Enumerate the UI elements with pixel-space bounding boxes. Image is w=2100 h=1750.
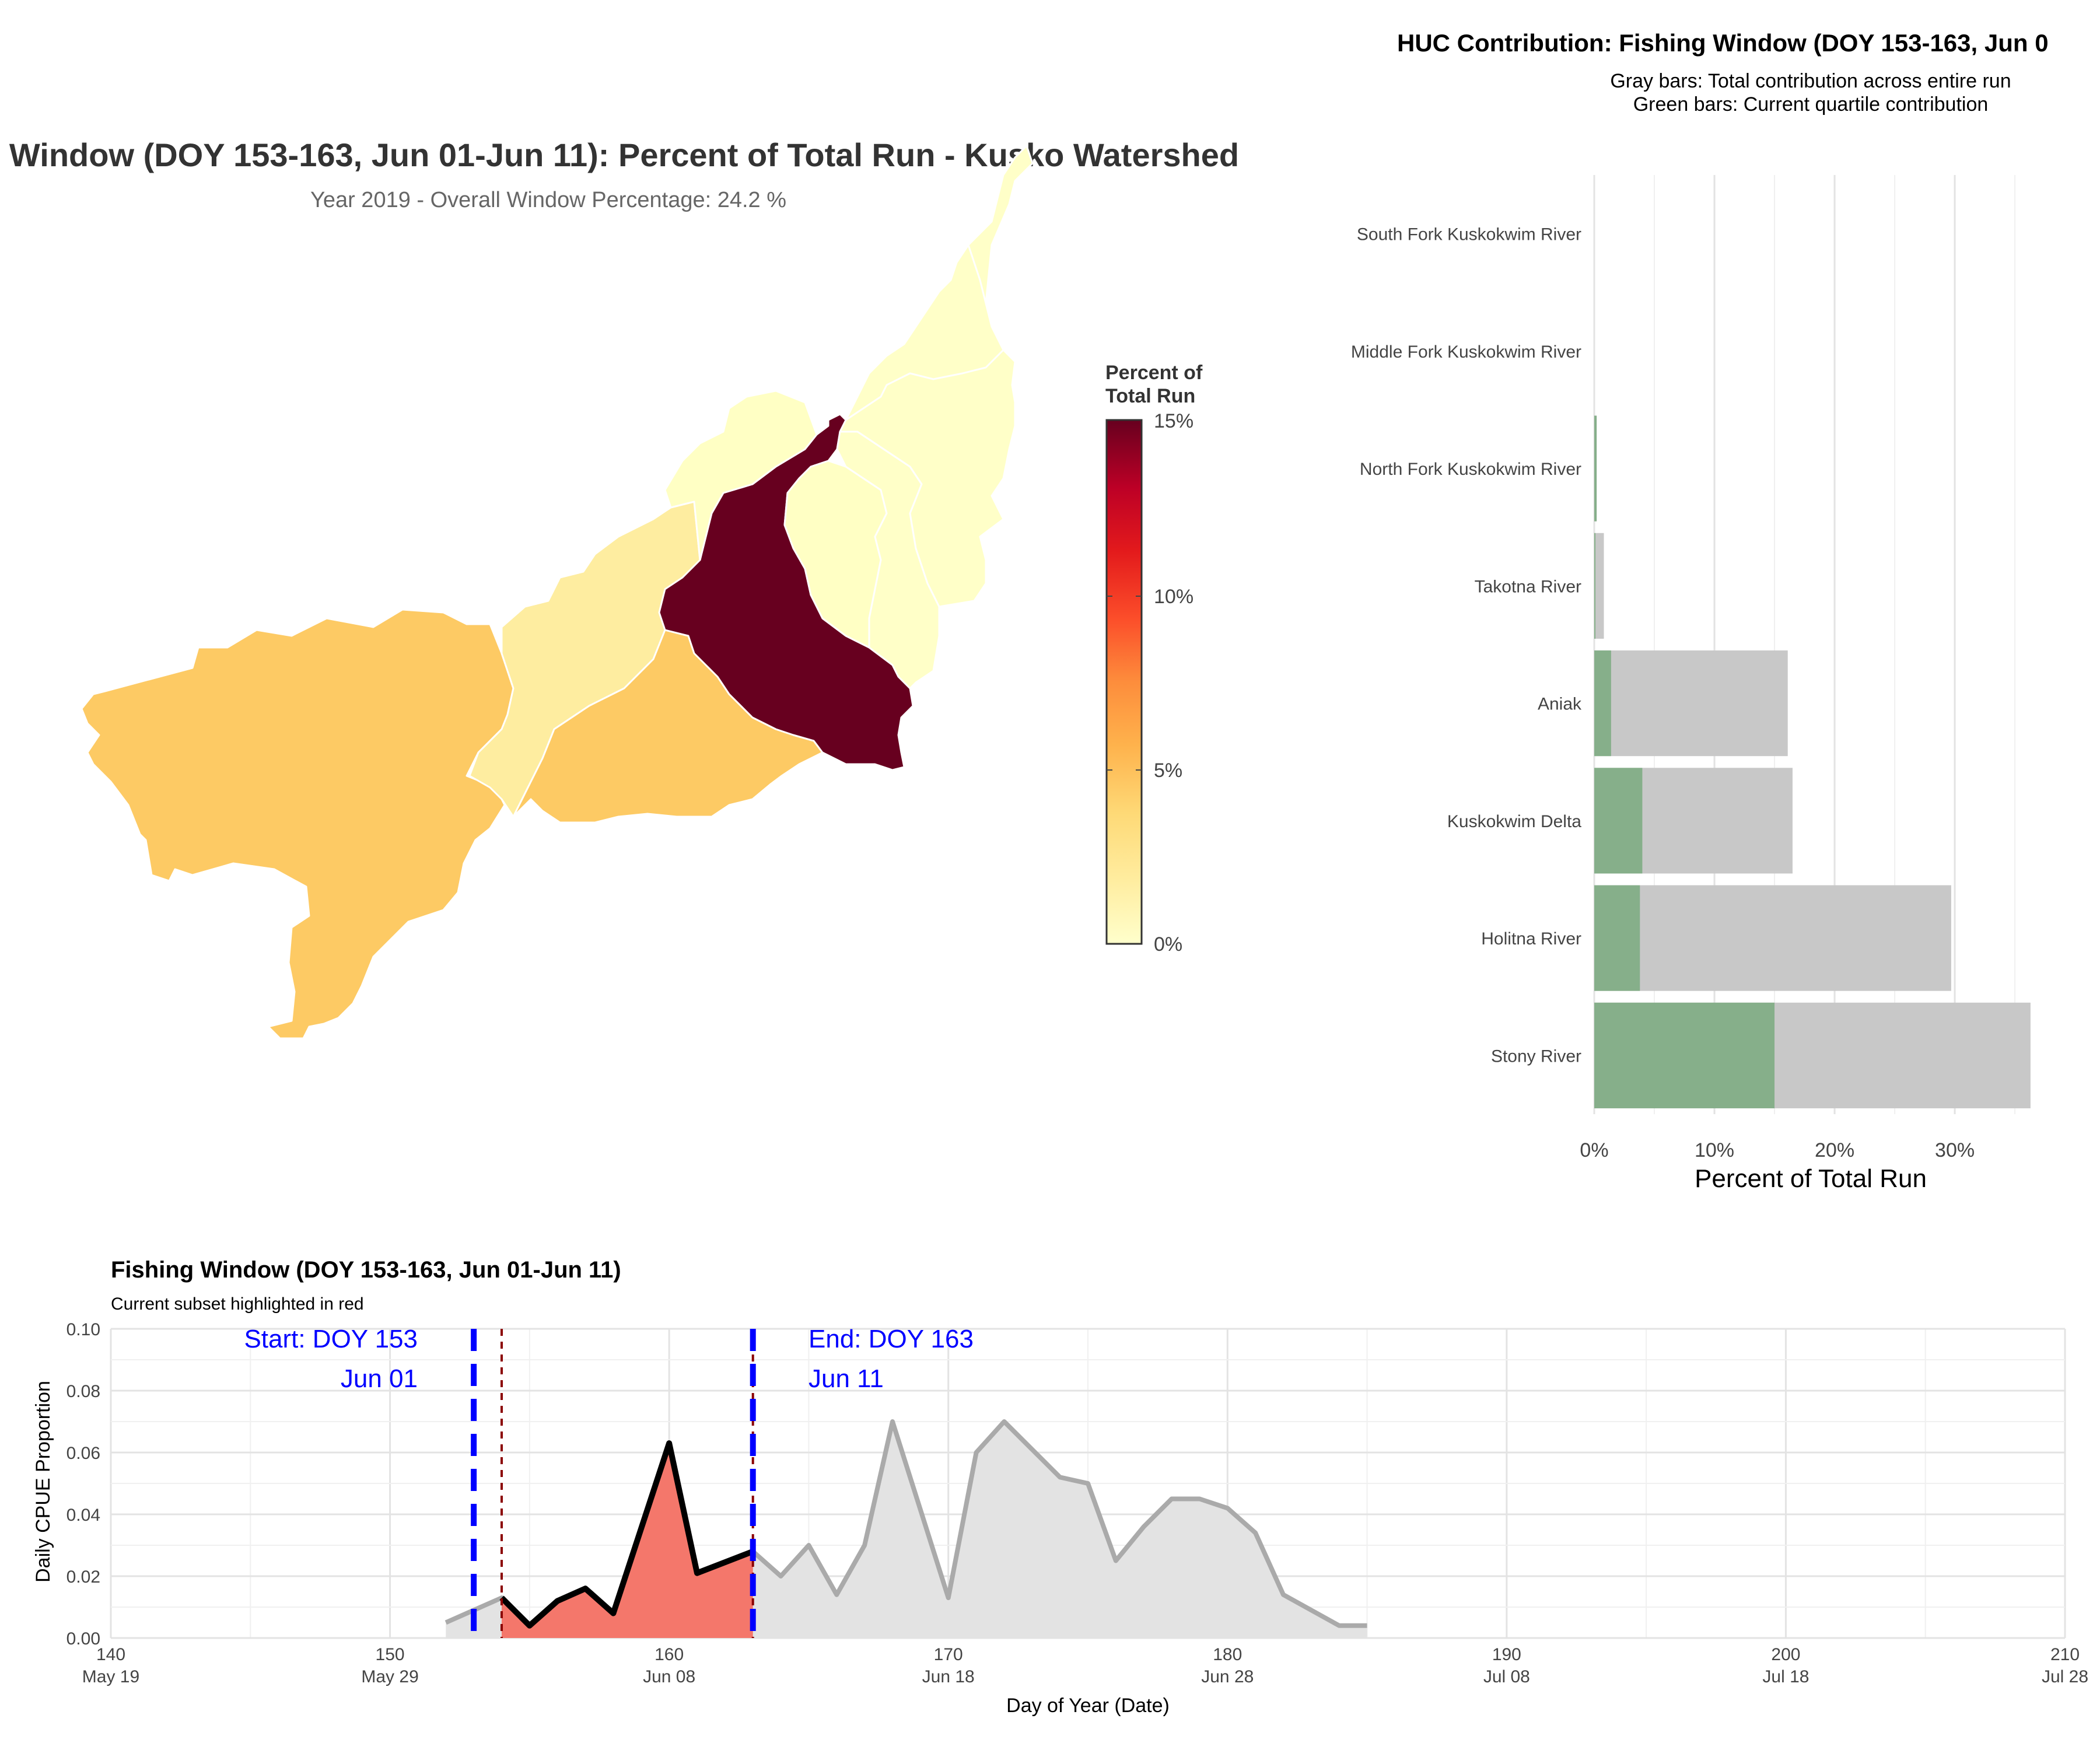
bar-total <box>1594 533 1604 639</box>
line-x-axis-label: Day of Year (Date) <box>1006 1695 1170 1717</box>
bar-current <box>1594 885 1640 991</box>
line-x-tick-doy: 170 <box>934 1645 963 1664</box>
bar-current <box>1594 650 1611 757</box>
line-x-tick-doy: 140 <box>96 1645 125 1664</box>
window-start-date: Jun 01 <box>341 1364 418 1393</box>
bar-current <box>1594 768 1643 874</box>
line-x-tick-date: Jun 18 <box>922 1667 975 1686</box>
window-end-date: Jun 11 <box>808 1364 884 1393</box>
line-y-tick: 0.06 <box>66 1444 100 1463</box>
line-x-tick-date: May 29 <box>361 1667 418 1686</box>
line-subtitle: Current subset highlighted in red <box>111 1294 364 1314</box>
line-x-tick-doy: 150 <box>376 1645 405 1664</box>
bar-category-label: Middle Fork Kuskokwim River <box>1351 342 1581 362</box>
line-y-tick: 0.04 <box>66 1506 100 1525</box>
map-title: Window (DOY 153-163, Jun 01-Jun 11): Per… <box>9 136 1239 173</box>
line-y-axis-label: Daily CPUE Proportion <box>32 1381 54 1583</box>
line-x-tick-date: Jul 18 <box>1762 1667 1809 1686</box>
line-y-tick: 0.00 <box>66 1629 100 1648</box>
legend-tick-0: 0% <box>1154 933 1182 956</box>
bar-x-axis-label: Percent of Total Run <box>1695 1164 1927 1193</box>
bar-title: HUC Contribution: Fishing Window (DOY 15… <box>1397 29 2049 57</box>
legend-title-line1: Percent of <box>1105 362 1203 384</box>
bar-marks <box>1594 415 2031 1108</box>
map-panel: Window (DOY 153-163, Jun 01-Jun 11): Per… <box>9 136 1239 1040</box>
bar-subtitle-line1: Gray bars: Total contribution across ent… <box>1610 70 2011 92</box>
line-marks <box>444 1329 1367 1638</box>
line-y-tick: 0.10 <box>66 1320 100 1339</box>
bar-category-label: Holitna River <box>1481 929 1581 949</box>
bar-panel: HUC Contribution: Fishing Window (DOY 15… <box>1351 29 2049 1193</box>
bar-x-tick: 10% <box>1695 1139 1734 1161</box>
subset-line <box>499 1440 754 1629</box>
bar-total <box>1594 650 1788 757</box>
line-x-tick-doy: 160 <box>654 1645 684 1664</box>
region-kuskokwim-delta[interactable] <box>80 608 514 1040</box>
bar-x-tick-labels: 0% 10% 20% 30% <box>1580 1139 1975 1161</box>
line-x-tick-doy: 210 <box>2050 1645 2080 1664</box>
bar-current <box>1594 533 1596 639</box>
map-subtitle: Year 2019 - Overall Window Percentage: 2… <box>310 188 786 212</box>
bar-x-tick: 30% <box>1935 1139 1975 1161</box>
bar-subtitle-line2: Green bars: Current quartile contributio… <box>1633 93 1989 116</box>
bar-x-tick: 0% <box>1580 1139 1608 1161</box>
legend-tick-marks <box>1107 596 1142 771</box>
bar-category-label: South Fork Kuskokwim River <box>1357 225 1581 244</box>
line-panel: Fishing Window (DOY 153-163, Jun 01-Jun … <box>32 1257 2088 1717</box>
window-end-label: End: DOY 163 <box>808 1325 974 1353</box>
legend-tick-15: 15% <box>1154 410 1194 432</box>
line-x-tick-date: Jul 08 <box>1483 1667 1530 1686</box>
region-takotna-river[interactable] <box>664 390 818 561</box>
legend-tick-10: 10% <box>1154 586 1194 608</box>
line-x-tick-date: Jul 28 <box>2042 1667 2088 1686</box>
line-x-tick-doy: 190 <box>1492 1645 1521 1664</box>
bar-category-label: Stony River <box>1491 1046 1581 1066</box>
watershed-map <box>80 145 1034 1040</box>
line-x-tick-date: Jun 28 <box>1201 1667 1254 1686</box>
line-y-tick: 0.08 <box>66 1382 100 1401</box>
region-middle-fork-kuskokwim-river[interactable] <box>839 145 1034 608</box>
bar-x-tick: 20% <box>1815 1139 1854 1161</box>
line-x-tick-doy: 200 <box>1771 1645 1800 1664</box>
line-y-tick: 0.02 <box>66 1567 100 1587</box>
line-x-tick-date: May 19 <box>82 1667 139 1686</box>
bar-current <box>1594 1002 1775 1108</box>
line-x-tick-doy: 180 <box>1213 1645 1242 1664</box>
bar-current <box>1594 415 1597 522</box>
bar-category-label: Kuskokwim Delta <box>1447 812 1581 831</box>
subset-area <box>502 1443 753 1638</box>
line-y-tick-labels: 0.10 0.08 0.06 0.04 0.02 0.00 <box>66 1320 100 1648</box>
line-title: Fishing Window (DOY 153-163, Jun 01-Jun … <box>111 1257 621 1283</box>
legend-tick-5: 5% <box>1154 760 1182 782</box>
line-x-tick-date: Jun 08 <box>643 1667 695 1686</box>
legend-colorbar <box>1105 419 1143 945</box>
legend-title-line2: Total Run <box>1105 385 1195 407</box>
map-legend: Percent of Total Run 15% 10% 5% 0% <box>1105 362 1203 956</box>
line-x-tick-labels: 140 May 19 150 May 29 160 Jun 08 170 Jun 18 180 J… <box>82 1645 2088 1686</box>
bar-total <box>1594 885 1951 991</box>
window-start-label: Start: DOY 153 <box>244 1325 418 1353</box>
bar-category-label: Takotna River <box>1475 577 1581 596</box>
bar-category-label: North Fork Kuskokwim River <box>1360 460 1581 479</box>
bar-category-label: Aniak <box>1538 695 1582 714</box>
bar-category-labels: South Fork Kuskokwim River Middle Fork Ku… <box>1351 225 1582 1066</box>
